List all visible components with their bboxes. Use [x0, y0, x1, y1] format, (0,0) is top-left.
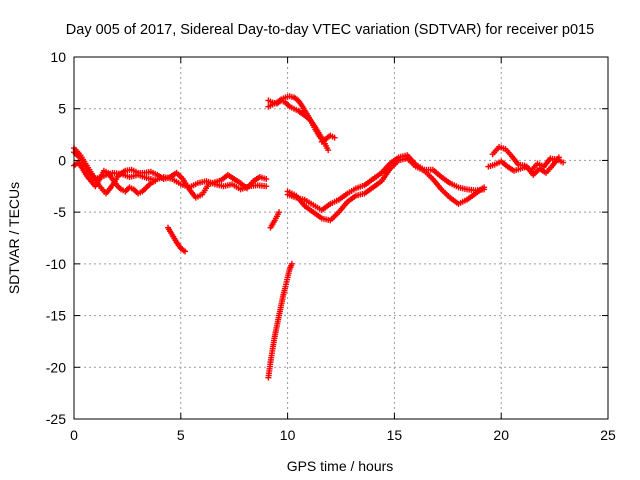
series-track-k [284, 155, 488, 224]
y-tick-label: -5 [54, 204, 67, 220]
series-track-i [265, 260, 295, 381]
series-track-g [318, 132, 338, 145]
x-tick-label: 10 [280, 427, 296, 443]
data-point [560, 159, 567, 166]
data-point [555, 154, 562, 161]
data-point [152, 178, 159, 185]
y-axis-label: SDTVAR / TECUs [6, 182, 22, 294]
series-track-f [265, 93, 327, 145]
axis-ticks: 0 5 10 15 20 25 -25 -20 -15 -10 -5 0 5 10 [46, 49, 616, 443]
x-tick-label: 5 [177, 427, 185, 443]
x-axis-label: GPS time / hours [287, 458, 394, 474]
plot-frame [73, 56, 609, 420]
data-point [331, 134, 338, 141]
data-point [288, 260, 295, 267]
data-point [263, 176, 270, 183]
gridlines [74, 57, 608, 419]
y-tick-label: -20 [46, 359, 66, 375]
series-track-m [485, 154, 562, 178]
data-point [276, 209, 283, 216]
series-track-b [71, 145, 270, 201]
y-tick-label: 5 [58, 101, 66, 117]
data-point [481, 184, 488, 191]
x-tick-label: 0 [70, 427, 78, 443]
data-points [71, 93, 567, 381]
y-tick-label: -25 [46, 411, 66, 427]
data-point [325, 147, 332, 154]
data-point [263, 183, 270, 190]
y-tick-label: 10 [50, 49, 66, 65]
data-point [182, 248, 189, 255]
series-track-h [267, 209, 283, 231]
chart-title: Day 005 of 2017, Sidereal Day-to-day VTE… [66, 22, 594, 38]
x-tick-label: 25 [600, 427, 616, 443]
y-tick-label: -15 [46, 308, 66, 324]
x-tick-label: 20 [493, 427, 509, 443]
y-tick-label: -10 [46, 256, 66, 272]
y-tick-label: 0 [58, 152, 66, 168]
series-track-d [164, 224, 189, 255]
x-tick-label: 15 [387, 427, 403, 443]
